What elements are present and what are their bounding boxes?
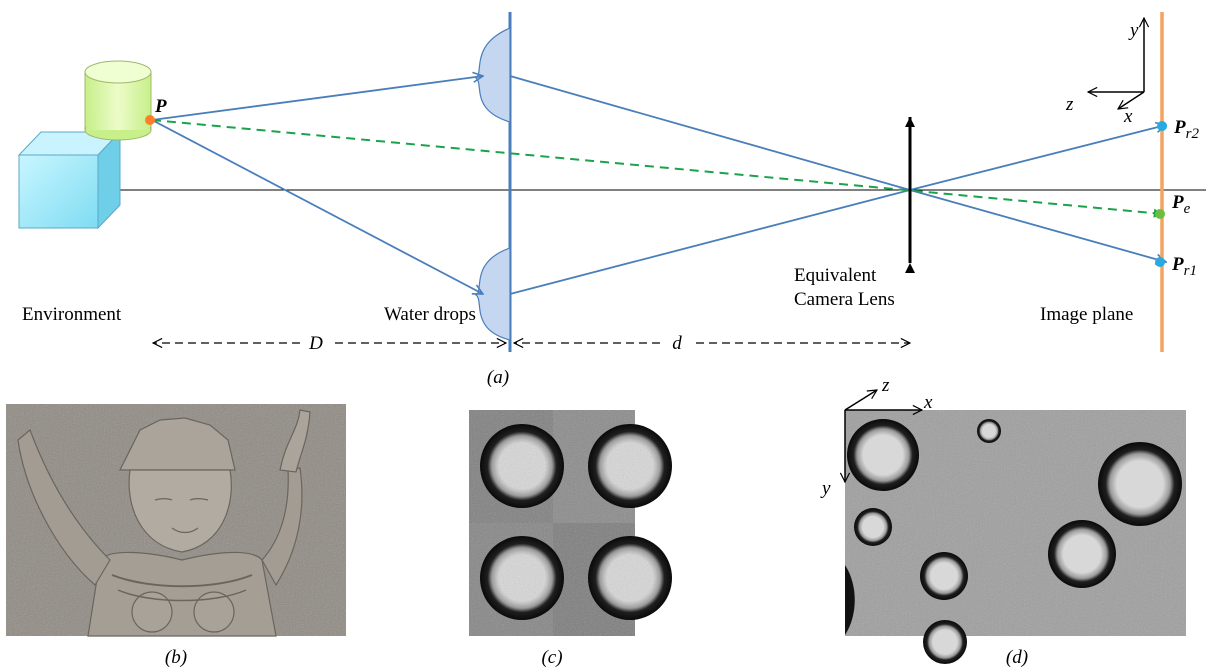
- point-pr2-dot: [1157, 121, 1167, 131]
- drop-image-grid: [480, 424, 672, 620]
- coordinate-axes: [1088, 18, 1144, 109]
- panel-a-caption: (a): [487, 367, 509, 388]
- environment-cylinder: [84, 60, 152, 141]
- panel-d-axis-x-label: x: [923, 392, 933, 413]
- panel-d-drops-photo: [845, 410, 1186, 664]
- panel-d-caption: (d): [1006, 647, 1028, 668]
- point-pe-dot: [1155, 209, 1165, 219]
- panel-b-stone-relief-photo: [6, 404, 346, 637]
- panel-d-axes: [845, 390, 922, 482]
- panel-c-drop-grid-photo: [469, 410, 672, 636]
- panel-c-caption: (c): [541, 647, 562, 668]
- caption-lens-line2: Camera Lens: [794, 289, 895, 310]
- drop-scatter: [845, 419, 1182, 664]
- water-drop-lower: [474, 247, 511, 341]
- direct-ray-dashed: [151, 119, 1164, 218]
- distance-marker-d-big: D: [153, 333, 506, 354]
- point-p-label: P: [154, 96, 167, 117]
- distance-d-small-label: d: [672, 333, 682, 354]
- point-pr2-label: Pr2: [1173, 117, 1199, 142]
- distance-d-big-label: D: [308, 333, 323, 354]
- caption-image-plane: Image plane: [1040, 304, 1133, 325]
- axis-x-label: x: [1123, 106, 1133, 127]
- panel-b-caption: (b): [165, 647, 187, 668]
- point-pe-label: Pe: [1171, 192, 1191, 217]
- distance-marker-d-small: d: [514, 333, 910, 354]
- panel-d-axis-y-label: y: [820, 478, 831, 499]
- panel-a-diagram: P Pr2 Pe Pr1 y z x Environment Water dro…: [17, 12, 1206, 388]
- axis-z-label: z: [1065, 94, 1074, 115]
- water-drop-upper: [475, 27, 511, 123]
- point-p-dot: [145, 115, 155, 125]
- axis-y-label: y: [1128, 20, 1139, 41]
- environment-cube: [17, 130, 122, 230]
- caption-environment: Environment: [22, 304, 122, 325]
- caption-water-drops: Water drops: [384, 304, 476, 325]
- light-rays: [151, 76, 1166, 295]
- panel-d-axis-z-label: z: [881, 375, 890, 396]
- point-pr1-label: Pr1: [1171, 254, 1197, 279]
- caption-lens-line1: Equivalent: [794, 265, 877, 286]
- point-pr1-dot: [1155, 257, 1165, 267]
